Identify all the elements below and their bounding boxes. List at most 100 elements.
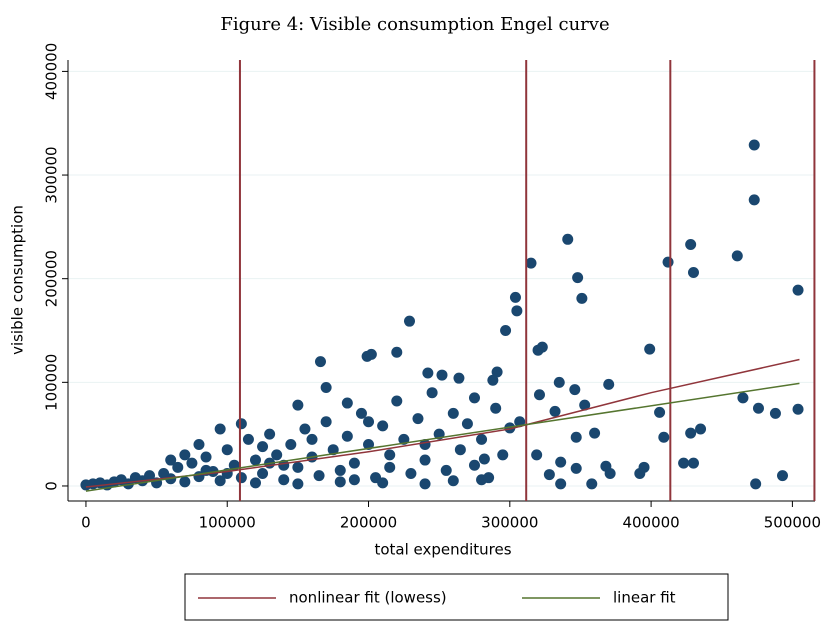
scatter-point xyxy=(570,431,582,443)
scatter-point xyxy=(341,430,353,442)
scatter-point xyxy=(377,477,389,489)
scatter-point xyxy=(341,397,353,409)
scatter-point xyxy=(750,478,762,490)
scatter-point xyxy=(320,416,332,428)
scatter-point xyxy=(483,472,495,484)
scatter-point xyxy=(436,369,448,381)
scatter-point xyxy=(476,433,488,445)
scatter-point xyxy=(172,461,184,473)
scatter-point xyxy=(292,478,304,490)
scatter-point xyxy=(644,343,656,355)
scatter-point xyxy=(348,457,360,469)
scatter-point xyxy=(405,468,417,480)
scatter-point xyxy=(536,341,548,353)
x-tick-label: 200000 xyxy=(340,514,397,532)
x-axis-label: total expenditures xyxy=(374,541,511,559)
x-tick-label: 300000 xyxy=(481,514,538,532)
scatter-point xyxy=(384,449,396,461)
scatter-point xyxy=(511,305,523,317)
fit-line xyxy=(85,382,800,492)
scatter-point xyxy=(214,423,226,435)
scatter-point xyxy=(792,403,804,415)
scatter-point xyxy=(299,423,311,435)
scatter-point xyxy=(533,389,545,401)
x-tick-label: 0 xyxy=(81,514,91,532)
scatter-point xyxy=(549,405,561,417)
scatter-point xyxy=(600,460,612,472)
scatter-point xyxy=(306,433,318,445)
scatter-point xyxy=(555,478,567,490)
scatter-point xyxy=(504,422,516,434)
scatter-point xyxy=(731,250,743,262)
scatter-point xyxy=(562,233,574,245)
scatter-point xyxy=(334,464,346,476)
y-tick-label: 0 xyxy=(43,481,61,491)
y-tick-label: 400000 xyxy=(43,43,61,100)
scatter-point xyxy=(377,420,389,432)
scatter-point xyxy=(278,474,290,486)
scatter-point xyxy=(569,384,581,396)
scatter-point xyxy=(363,416,375,428)
scatter-point xyxy=(165,454,177,466)
scatter-point xyxy=(179,449,191,461)
scatter-point xyxy=(348,474,360,486)
scatter-point xyxy=(509,291,521,303)
scatter-point xyxy=(285,439,297,451)
scatter-point xyxy=(391,346,403,358)
scatter-point xyxy=(579,399,591,411)
y-tick-label: 100000 xyxy=(43,354,61,411)
scatter-point xyxy=(687,457,699,469)
scatter-point xyxy=(214,475,226,487)
scatter-point xyxy=(497,449,509,461)
scatter-point xyxy=(737,392,749,404)
scatter-point xyxy=(235,472,247,484)
scatter-point xyxy=(543,469,555,481)
scatter-point xyxy=(454,444,466,456)
scatter-point xyxy=(500,325,512,337)
scatter-point xyxy=(792,284,804,296)
legend-label: linear fit xyxy=(613,589,676,607)
scatter-point xyxy=(422,367,434,379)
scatter-point xyxy=(447,407,459,419)
scatter-point xyxy=(179,476,191,488)
scatter-point xyxy=(553,376,565,388)
scatter-point xyxy=(447,475,459,487)
scatter-point xyxy=(685,427,697,439)
scatter-point xyxy=(769,407,781,419)
scatter-point xyxy=(257,468,269,480)
scatter-point xyxy=(576,292,588,304)
scatter-point xyxy=(355,407,367,419)
y-axis-label: visible consumption xyxy=(9,205,27,355)
scatter-point xyxy=(271,449,283,461)
y-tick-label: 300000 xyxy=(43,146,61,203)
scatter-point xyxy=(193,439,205,451)
scatter-point xyxy=(221,444,233,456)
scatter-point xyxy=(144,470,156,482)
scatter-point xyxy=(320,382,332,394)
x-tick-label: 400000 xyxy=(622,514,679,532)
scatter-point xyxy=(313,470,325,482)
scatter-point xyxy=(478,453,490,465)
scatter-point xyxy=(555,456,567,468)
scatter-point xyxy=(419,478,431,490)
scatter-point xyxy=(468,459,480,471)
scatter-point xyxy=(752,402,764,414)
scatter-point xyxy=(391,395,403,407)
scatter-point xyxy=(249,454,261,466)
scatter-point xyxy=(242,433,254,445)
scatter-point xyxy=(292,399,304,411)
scatter-point xyxy=(186,457,198,469)
scatter-point xyxy=(570,462,582,474)
scatter-point xyxy=(490,402,502,414)
scatter-point xyxy=(363,439,375,451)
scatter-point xyxy=(748,139,760,151)
x-tick-label: 100000 xyxy=(199,514,256,532)
scatter-point xyxy=(634,468,646,480)
scatter-point xyxy=(461,418,473,430)
scatter-point xyxy=(440,464,452,476)
scatter-point xyxy=(264,428,276,440)
scatter-point xyxy=(531,449,543,461)
scatter-point xyxy=(777,470,789,482)
scatter-point xyxy=(487,374,499,386)
